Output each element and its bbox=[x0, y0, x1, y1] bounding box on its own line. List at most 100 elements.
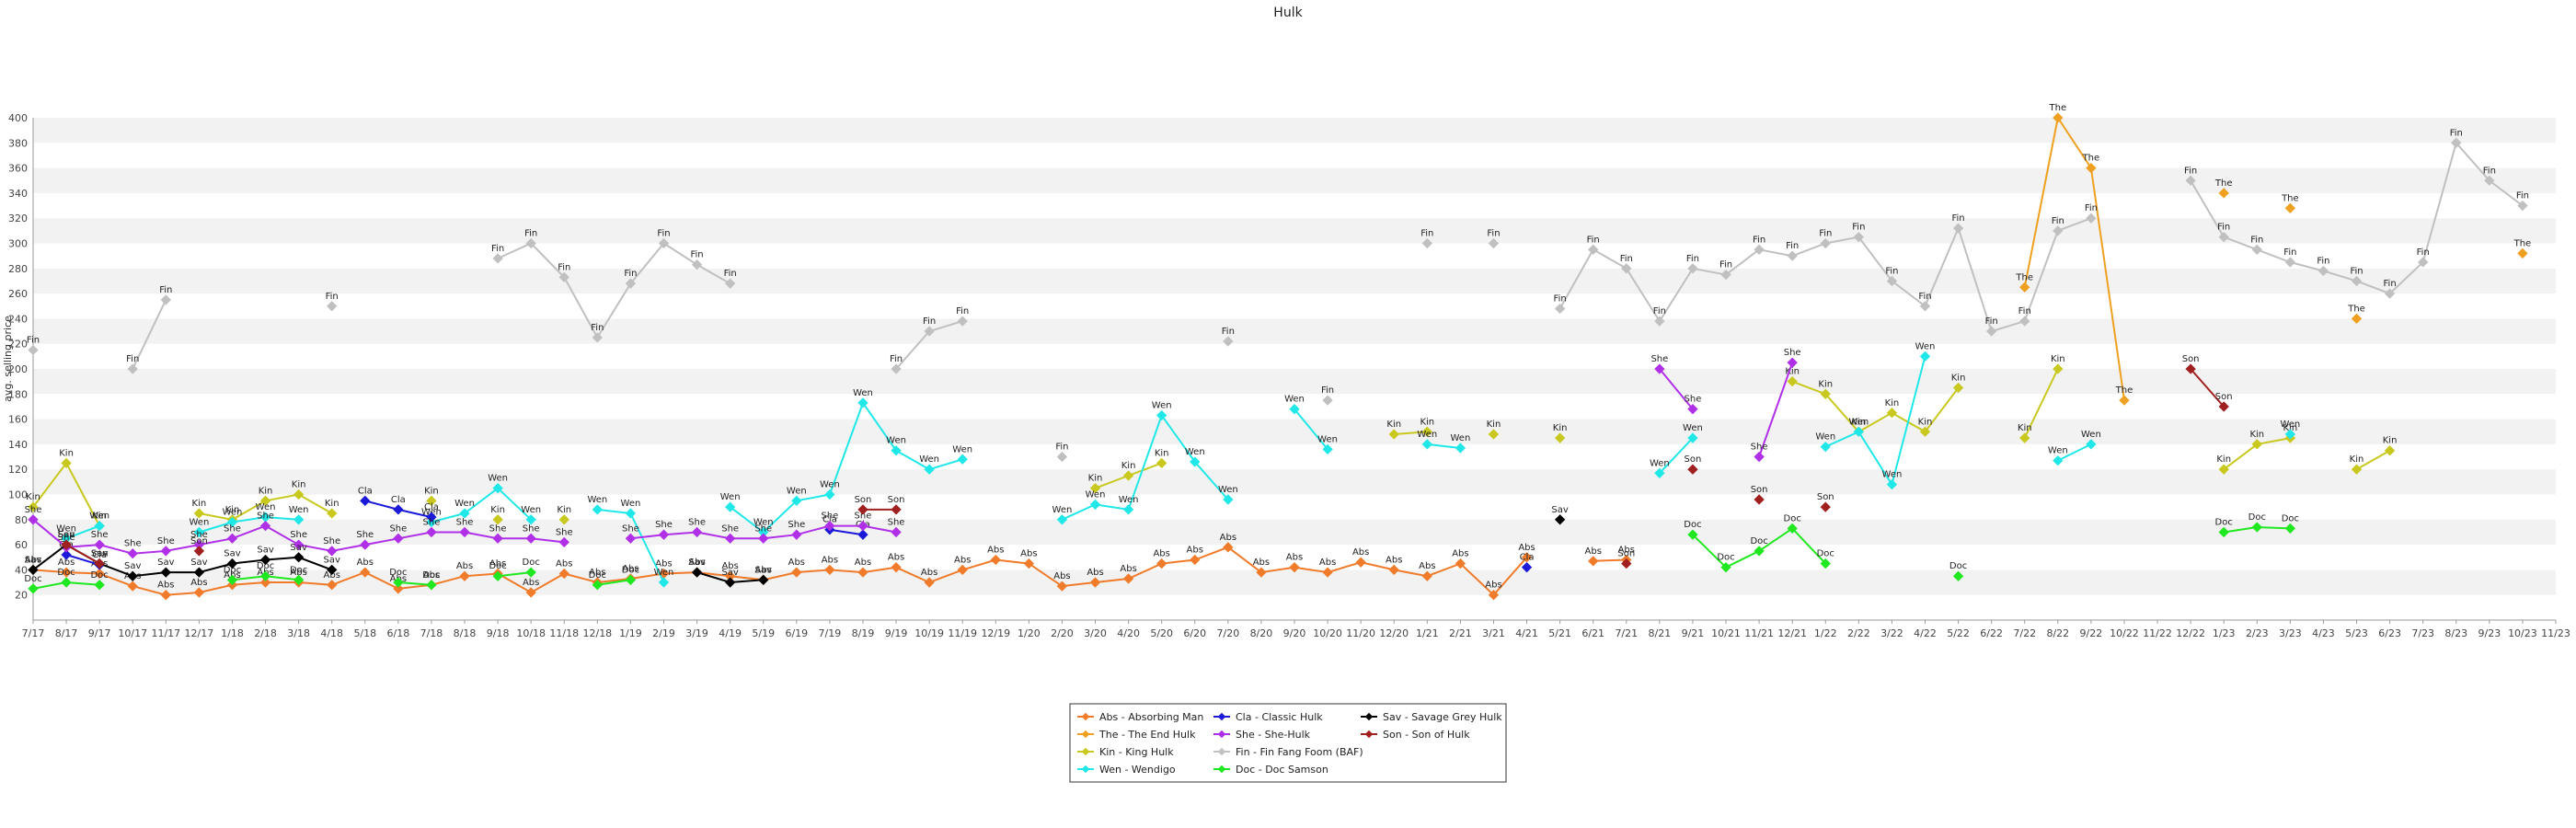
data-point bbox=[2251, 522, 2262, 533]
data-point bbox=[1056, 514, 1068, 525]
data-point-label: Wen bbox=[1650, 458, 1670, 468]
data-point-label: Fin bbox=[657, 229, 670, 239]
data-point-label: Son bbox=[1751, 485, 1768, 495]
data-point-label: Abs bbox=[1020, 549, 1037, 559]
x-tick-label: 6/21 bbox=[1581, 627, 1604, 639]
data-point bbox=[1554, 432, 1566, 443]
x-tick-label: 11/19 bbox=[948, 627, 977, 639]
data-point bbox=[758, 526, 769, 538]
data-point-label: Fin bbox=[1055, 443, 1068, 453]
data-point-label: Kin bbox=[2216, 454, 2231, 465]
data-point bbox=[327, 580, 338, 591]
series-line bbox=[1824, 356, 1926, 488]
grid-band bbox=[33, 243, 2556, 269]
data-point-label: Wen bbox=[521, 505, 541, 515]
data-point bbox=[259, 577, 271, 588]
data-point-label: The bbox=[2049, 103, 2067, 113]
legend-item: Sav - Savage Grey Hulk bbox=[1361, 711, 1502, 723]
data-point bbox=[193, 526, 205, 538]
data-point bbox=[1190, 456, 1201, 467]
data-point bbox=[2384, 445, 2396, 456]
data-point-label: Kin bbox=[1155, 448, 1169, 458]
x-tick-label: 7/23 bbox=[2411, 627, 2434, 639]
data-point-label: Wen bbox=[753, 517, 774, 527]
data-point bbox=[957, 564, 968, 576]
data-point-label: Kin bbox=[1553, 423, 1568, 433]
data-point-label: Doc bbox=[489, 561, 506, 571]
data-point bbox=[1754, 494, 1765, 505]
data-point-label: Fin bbox=[2085, 203, 2098, 213]
data-point-label: Abs bbox=[888, 553, 904, 563]
data-point-label: Wen bbox=[1185, 447, 1205, 457]
legend-label: The - The End Hulk bbox=[1098, 729, 1196, 741]
data-point bbox=[127, 581, 138, 592]
data-point bbox=[1919, 426, 1931, 437]
data-point bbox=[2218, 232, 2229, 243]
data-point-label: Fin bbox=[491, 244, 504, 254]
y-tick-label: 120 bbox=[8, 464, 28, 476]
data-point bbox=[1720, 562, 1731, 573]
series-line bbox=[1758, 362, 1794, 457]
legend-box bbox=[1069, 703, 1507, 783]
x-tick-label: 9/19 bbox=[885, 627, 908, 639]
data-point bbox=[891, 526, 902, 538]
data-point-label: Doc bbox=[1949, 561, 1967, 571]
x-tick-label: 5/23 bbox=[2345, 627, 2368, 639]
data-point-label: Fin bbox=[27, 336, 40, 346]
series-line bbox=[497, 242, 731, 339]
data-point bbox=[1289, 404, 1300, 415]
x-tick-label: 3/21 bbox=[1482, 627, 1505, 639]
data-point-label: Abs bbox=[523, 578, 539, 588]
data-point bbox=[1687, 404, 1698, 415]
data-point bbox=[824, 564, 835, 576]
data-point bbox=[1289, 562, 1300, 573]
grid-band bbox=[33, 167, 2556, 193]
data-point-label: Wen bbox=[89, 512, 109, 522]
data-point-label: Doc bbox=[1784, 513, 1801, 523]
data-point-label: Wen bbox=[820, 480, 840, 490]
data-point bbox=[791, 495, 802, 506]
data-point-label: Sav bbox=[1551, 505, 1568, 515]
data-point bbox=[625, 533, 637, 544]
series-line bbox=[397, 581, 431, 586]
data-point bbox=[426, 580, 437, 591]
data-point-label: Kin bbox=[1386, 420, 1401, 430]
data-point-label: Fin bbox=[326, 292, 339, 302]
data-point bbox=[1820, 237, 1831, 249]
data-point bbox=[791, 567, 802, 578]
data-point-label: Wen bbox=[1086, 489, 1106, 500]
data-point bbox=[127, 363, 138, 374]
y-tick-label: 140 bbox=[8, 439, 28, 451]
data-point-label: Son bbox=[888, 495, 905, 505]
data-point-label: Abs bbox=[1087, 568, 1103, 578]
data-point bbox=[2284, 202, 2296, 213]
data-point bbox=[492, 570, 503, 581]
data-point bbox=[2086, 439, 2097, 450]
data-point bbox=[160, 546, 171, 557]
data-point-label: Kin bbox=[1487, 420, 1501, 430]
data-point-label: Fin bbox=[1587, 235, 1600, 245]
data-point bbox=[426, 526, 437, 538]
data-point bbox=[1787, 250, 1798, 261]
data-point bbox=[1122, 504, 1134, 515]
data-point-label: The bbox=[2281, 193, 2299, 203]
data-point bbox=[2218, 464, 2229, 475]
data-point bbox=[525, 567, 536, 578]
x-tick-label: 1/23 bbox=[2213, 627, 2236, 639]
data-point-label: Fin bbox=[691, 250, 704, 260]
data-point bbox=[1521, 562, 1533, 573]
data-point bbox=[1455, 558, 1466, 569]
data-point bbox=[459, 526, 470, 538]
data-point-label: Abs bbox=[357, 558, 374, 568]
data-point-label: She bbox=[556, 527, 573, 537]
data-point bbox=[293, 552, 305, 563]
data-point-label: Wen bbox=[787, 486, 807, 496]
data-point-label: Fin bbox=[2417, 247, 2430, 258]
data-point bbox=[193, 567, 205, 578]
data-point-label: Fin bbox=[2283, 247, 2296, 258]
y-tick-label: 100 bbox=[8, 489, 28, 501]
x-tick-label: 10/22 bbox=[2110, 627, 2139, 639]
data-point-label: Fin bbox=[591, 323, 604, 333]
series-line bbox=[431, 487, 532, 523]
data-point-label: Kin bbox=[1951, 373, 1966, 383]
